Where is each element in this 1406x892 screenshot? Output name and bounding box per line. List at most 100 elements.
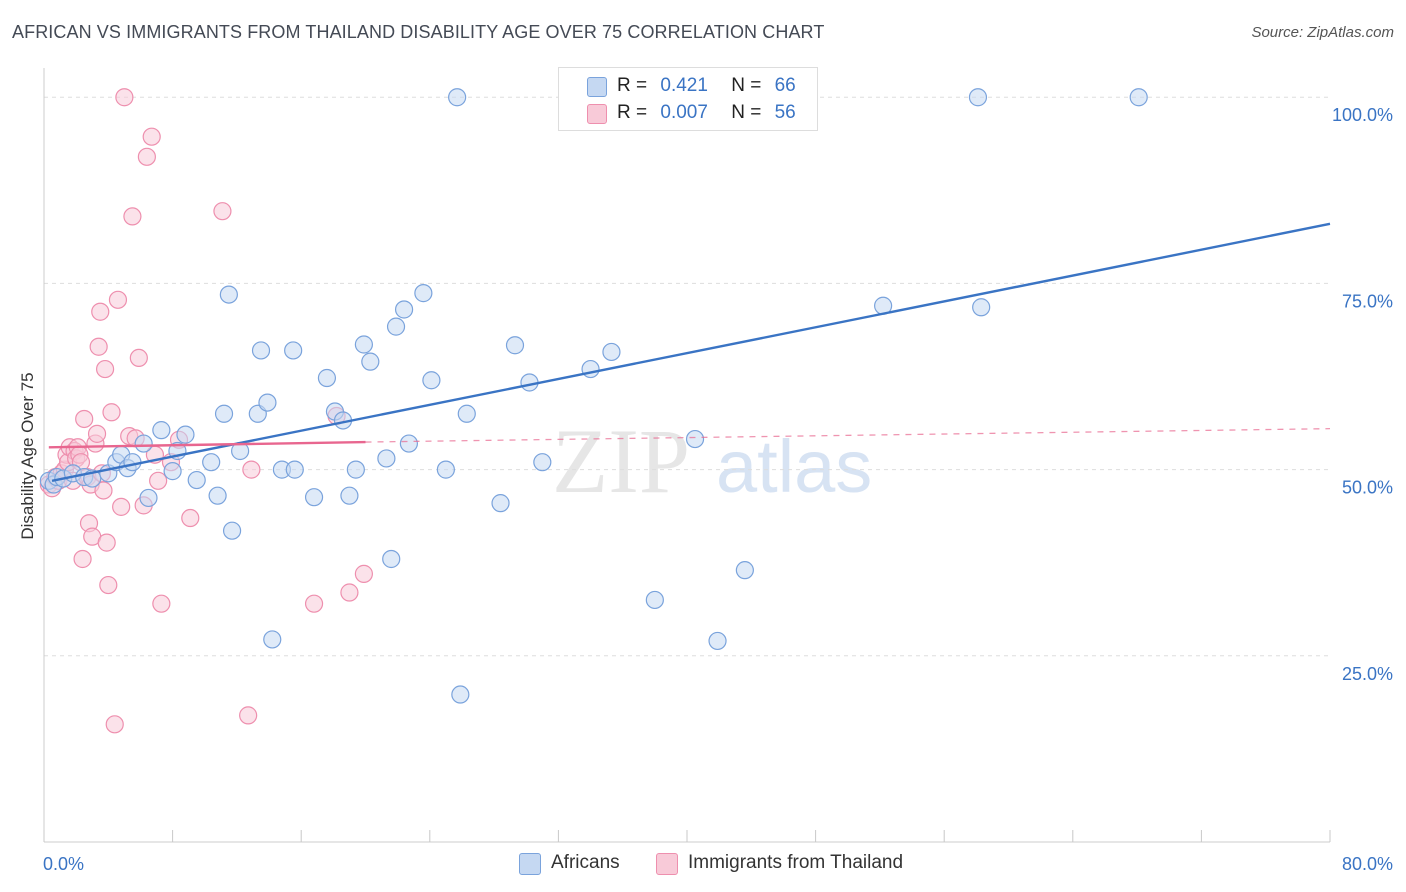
point-thailand [152, 594, 171, 613]
x-tick-label-min: 0.0% [43, 854, 84, 874]
point-africans [708, 631, 727, 651]
point-africans [422, 371, 441, 390]
point-thailand [108, 290, 128, 309]
trend-line-thailand [48, 440, 366, 449]
point-africans [361, 352, 380, 371]
point-africans [533, 453, 552, 472]
y-axis-label: Disability Age Over 75 [18, 372, 37, 539]
y-tick-label: 75.0% [1342, 291, 1393, 311]
legend-n-value-thailand: 56 [774, 102, 796, 123]
point-thailand [105, 715, 124, 734]
point-africans [414, 284, 433, 303]
trend-lines [48, 222, 1331, 482]
legend-swatch-africans [587, 77, 607, 97]
legend-swatch-thailand [656, 853, 678, 875]
point-africans [354, 335, 373, 354]
point-africans [685, 429, 705, 449]
y-tick-label: 25.0% [1342, 664, 1393, 684]
series-thailand-points [39, 88, 373, 734]
legend-label-africans: Africans [551, 852, 620, 873]
legend-n-label: N = [731, 75, 762, 96]
point-africans [219, 285, 238, 304]
point-africans [436, 460, 455, 479]
point-africans [340, 486, 359, 505]
point-africans [972, 298, 991, 317]
point-africans [346, 460, 365, 479]
y-tick-label: 50.0% [1342, 478, 1393, 498]
point-thailand [112, 497, 131, 516]
point-africans [457, 404, 476, 423]
x-tick-label-max: 80.0% [1342, 854, 1393, 874]
point-africans [382, 549, 401, 569]
legend-swatch-africans [519, 853, 541, 875]
point-africans [394, 300, 414, 319]
point-africans [222, 521, 242, 540]
legend-n-value-africans: 66 [774, 75, 796, 96]
point-africans [304, 488, 324, 507]
point-thailand [94, 481, 113, 500]
point-thailand [239, 706, 258, 725]
point-thailand [73, 549, 92, 569]
point-thailand [102, 403, 121, 422]
point-africans [251, 341, 271, 360]
legend-r-value-thailand: 0.007 [660, 102, 708, 123]
point-thailand [75, 409, 94, 429]
point-africans [285, 460, 304, 479]
point-africans [208, 486, 227, 505]
series-legend: Africans Immigrants from Thailand [0, 852, 1406, 878]
point-africans [263, 630, 282, 649]
point-africans [284, 341, 303, 360]
point-thailand [142, 127, 161, 146]
legend-r-value-africans: 0.421 [660, 75, 708, 96]
watermark-atlas: atlas [716, 425, 872, 508]
watermark-zip: ZIP [552, 410, 690, 512]
point-africans [202, 453, 221, 472]
gridlines [44, 96, 1330, 657]
point-africans [214, 404, 234, 423]
legend-n-label: N = [731, 102, 762, 123]
y-tick-labels: 25.0% 50.0% 75.0% 100.0% [1332, 105, 1393, 684]
correlation-legend: R = 0.421 N = 66 R = 0.007 N = 56 [558, 67, 818, 131]
point-thailand [354, 564, 373, 583]
point-thailand [242, 460, 261, 479]
point-africans [258, 393, 277, 412]
point-africans [1129, 88, 1148, 107]
trend-line-thailand-extension [365, 428, 1331, 443]
x-ticks [43, 830, 1331, 842]
legend-r-label: R = [617, 75, 648, 96]
point-thailand [137, 147, 156, 166]
point-africans [602, 342, 621, 362]
point-thailand [95, 359, 115, 379]
point-thailand [97, 533, 116, 552]
point-thailand [89, 337, 108, 356]
watermark: ZIP atlas [552, 410, 872, 512]
point-africans [505, 336, 525, 355]
point-thailand [87, 424, 107, 443]
point-africans [176, 425, 195, 444]
point-thailand [115, 88, 134, 107]
point-africans [645, 590, 664, 610]
series-africans-points [39, 88, 1148, 704]
legend-label-thailand: Immigrants from Thailand [688, 852, 904, 873]
point-thailand [149, 471, 168, 490]
legend-r-label: R = [617, 102, 648, 123]
y-tick-label: 100.0% [1332, 105, 1393, 125]
point-africans [152, 421, 171, 440]
point-africans [491, 494, 510, 513]
point-africans [123, 453, 142, 472]
point-africans [399, 434, 419, 453]
trend-line-africans [51, 222, 1331, 482]
point-thailand [129, 348, 148, 368]
point-africans [187, 470, 206, 490]
point-africans [968, 88, 988, 107]
point-africans [163, 462, 182, 481]
point-thailand [99, 575, 118, 595]
point-africans [581, 359, 600, 379]
point-africans [377, 449, 396, 468]
point-thailand [181, 508, 200, 528]
point-africans [317, 368, 337, 388]
source-credit: Source: ZipAtlas.com [1251, 24, 1394, 41]
point-thailand [213, 202, 232, 221]
point-africans [386, 317, 406, 336]
